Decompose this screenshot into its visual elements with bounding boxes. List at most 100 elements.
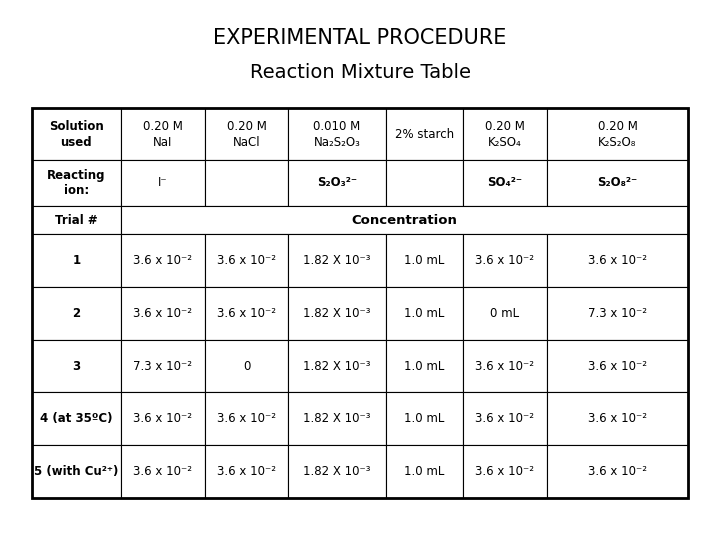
Bar [386, 287, 463, 340]
Text: 7.3 x 10⁻²: 7.3 x 10⁻² [588, 307, 647, 320]
Bar [32, 108, 120, 160]
Text: 1.0 mL: 1.0 mL [404, 413, 444, 426]
Text: 0.20 M
K₂SO₄: 0.20 M K₂SO₄ [485, 119, 525, 148]
Bar [120, 206, 688, 234]
Text: 3.6 x 10⁻²: 3.6 x 10⁻² [217, 307, 276, 320]
Bar [32, 287, 120, 340]
Bar [32, 206, 120, 234]
Text: SO₄²⁻: SO₄²⁻ [487, 177, 523, 190]
Text: 0 mL: 0 mL [490, 307, 520, 320]
Text: 3.6 x 10⁻²: 3.6 x 10⁻² [217, 254, 276, 267]
Text: EXPERIMENTAL PROCEDURE: EXPERIMENTAL PROCEDURE [213, 28, 507, 48]
Bar [289, 445, 386, 498]
Bar [289, 287, 386, 340]
Text: 1.82 X 10⁻³: 1.82 X 10⁻³ [303, 307, 371, 320]
Text: 1.82 X 10⁻³: 1.82 X 10⁻³ [303, 465, 371, 478]
Bar [386, 393, 463, 445]
Text: 3.6 x 10⁻²: 3.6 x 10⁻² [475, 254, 534, 267]
Bar [463, 234, 547, 287]
Text: 1.0 mL: 1.0 mL [404, 465, 444, 478]
Text: Reacting
ion:: Reacting ion: [47, 168, 106, 198]
Bar [204, 234, 289, 287]
Bar [547, 287, 688, 340]
Bar [386, 234, 463, 287]
Text: Solution
used: Solution used [49, 119, 104, 148]
Text: 3.6 x 10⁻²: 3.6 x 10⁻² [588, 413, 647, 426]
Bar [120, 340, 204, 393]
Bar [547, 393, 688, 445]
Bar [204, 445, 289, 498]
Text: 1.82 X 10⁻³: 1.82 X 10⁻³ [303, 254, 371, 267]
Text: 0.20 M
NaCl: 0.20 M NaCl [227, 119, 266, 148]
Bar [463, 160, 547, 206]
Text: 5 (with Cu²⁺): 5 (with Cu²⁺) [34, 465, 119, 478]
Bar [463, 340, 547, 393]
Text: 3.6 x 10⁻²: 3.6 x 10⁻² [217, 465, 276, 478]
Bar [289, 160, 386, 206]
Text: Concentration: Concentration [351, 213, 457, 226]
Bar [289, 108, 386, 160]
Bar [204, 287, 289, 340]
Text: 1.82 X 10⁻³: 1.82 X 10⁻³ [303, 360, 371, 373]
Bar [547, 108, 688, 160]
Text: I⁻: I⁻ [158, 177, 167, 190]
Text: 3.6 x 10⁻²: 3.6 x 10⁻² [588, 360, 647, 373]
Text: 0.20 M
NaI: 0.20 M NaI [143, 119, 182, 148]
Bar [547, 234, 688, 287]
Text: 3.6 x 10⁻²: 3.6 x 10⁻² [475, 360, 534, 373]
Bar [204, 340, 289, 393]
Text: 3.6 x 10⁻²: 3.6 x 10⁻² [475, 413, 534, 426]
Bar [32, 108, 688, 498]
Text: 1: 1 [72, 254, 81, 267]
Text: Reaction Mixture Table: Reaction Mixture Table [250, 63, 470, 82]
Bar [32, 234, 120, 287]
Bar [32, 160, 120, 206]
Text: 3.6 x 10⁻²: 3.6 x 10⁻² [133, 254, 192, 267]
Text: S₂O₈²⁻: S₂O₈²⁻ [598, 177, 638, 190]
Bar [547, 160, 688, 206]
Bar [386, 160, 463, 206]
Bar [289, 393, 386, 445]
Bar [386, 340, 463, 393]
Bar [120, 393, 204, 445]
Text: 1.0 mL: 1.0 mL [404, 307, 444, 320]
Bar [120, 160, 204, 206]
Text: S₂O₃²⁻: S₂O₃²⁻ [317, 177, 357, 190]
Text: 0.20 M
K₂S₂O₈: 0.20 M K₂S₂O₈ [598, 119, 637, 148]
Text: 1.0 mL: 1.0 mL [404, 254, 444, 267]
Text: 2: 2 [72, 307, 81, 320]
Bar [463, 108, 547, 160]
Bar [463, 393, 547, 445]
Text: 3.6 x 10⁻²: 3.6 x 10⁻² [133, 465, 192, 478]
Bar [204, 393, 289, 445]
Text: 4 (at 35ºC): 4 (at 35ºC) [40, 413, 112, 426]
Bar [289, 340, 386, 393]
Bar [289, 234, 386, 287]
Bar [386, 108, 463, 160]
Text: 3.6 x 10⁻²: 3.6 x 10⁻² [588, 465, 647, 478]
Text: 0: 0 [243, 360, 250, 373]
Text: 3.6 x 10⁻²: 3.6 x 10⁻² [475, 465, 534, 478]
Bar [120, 234, 204, 287]
Text: 7.3 x 10⁻²: 7.3 x 10⁻² [133, 360, 192, 373]
Bar [120, 287, 204, 340]
Bar [463, 445, 547, 498]
Bar [463, 287, 547, 340]
Bar [120, 445, 204, 498]
Text: 1.0 mL: 1.0 mL [404, 360, 444, 373]
Text: 3.6 x 10⁻²: 3.6 x 10⁻² [217, 413, 276, 426]
Bar [204, 108, 289, 160]
Bar [32, 393, 120, 445]
Text: 2% starch: 2% starch [395, 127, 454, 140]
Text: 3.6 x 10⁻²: 3.6 x 10⁻² [133, 307, 192, 320]
Bar [204, 160, 289, 206]
Text: 3.6 x 10⁻²: 3.6 x 10⁻² [588, 254, 647, 267]
Bar [120, 108, 204, 160]
Text: 1.82 X 10⁻³: 1.82 X 10⁻³ [303, 413, 371, 426]
Text: 0.010 M
Na₂S₂O₃: 0.010 M Na₂S₂O₃ [313, 119, 361, 148]
Bar [32, 340, 120, 393]
Bar [547, 445, 688, 498]
Bar [547, 340, 688, 393]
Text: 3.6 x 10⁻²: 3.6 x 10⁻² [133, 413, 192, 426]
Bar [386, 445, 463, 498]
